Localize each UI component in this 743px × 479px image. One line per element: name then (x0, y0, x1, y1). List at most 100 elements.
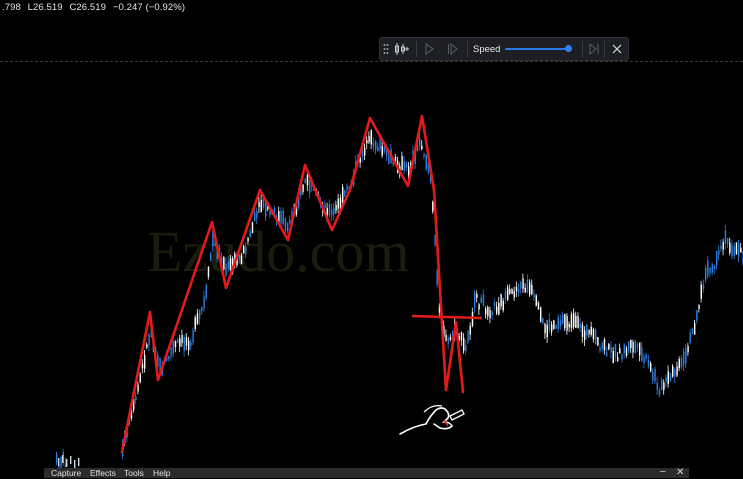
menu-capture[interactable]: Capture (51, 468, 82, 478)
candle-body (661, 379, 663, 390)
candle-body (617, 357, 619, 362)
candle-body (557, 317, 559, 330)
candle-body (236, 255, 238, 266)
window-close-button[interactable]: ✕ (676, 467, 685, 478)
candle-body (339, 197, 342, 210)
candle-body (146, 344, 148, 348)
candle-body (601, 342, 603, 349)
candle-body (584, 330, 586, 341)
candle-body (141, 363, 144, 369)
candle-body (573, 313, 575, 328)
candle-body (707, 260, 709, 276)
close-icon[interactable] (608, 38, 626, 60)
candle-body (460, 332, 463, 341)
candle-body (645, 354, 647, 359)
ohlc-low: L26.519 (27, 2, 63, 13)
candle-body (265, 202, 267, 217)
candle-body (295, 202, 298, 215)
candle-body (249, 231, 251, 238)
menu-effects[interactable]: Effects (90, 468, 116, 478)
candle-body (663, 382, 665, 390)
candle-body (482, 294, 485, 307)
candle-body (247, 237, 249, 242)
candle-body (254, 212, 256, 221)
candle-body (478, 304, 480, 310)
candle-body (78, 458, 80, 466)
candle-body (386, 145, 388, 156)
drag-handle-icon[interactable] (381, 38, 391, 60)
candle-body (130, 409, 133, 419)
candle-body (526, 279, 529, 293)
jump-to-realtime-icon[interactable] (585, 38, 603, 60)
candle-body (194, 317, 196, 330)
candle-body (243, 246, 245, 254)
play-icon[interactable] (420, 38, 438, 60)
candle-body (262, 197, 265, 208)
candle-body (603, 339, 606, 351)
candle-body (621, 353, 623, 360)
candle-body (379, 139, 381, 150)
candle-body (183, 336, 185, 351)
candle-body (522, 278, 524, 289)
candle-body (676, 366, 678, 376)
candle-body (623, 344, 625, 354)
candle-body (502, 300, 504, 311)
candle-body (476, 293, 478, 298)
candle-body (416, 140, 419, 151)
candle-body (188, 340, 190, 351)
candle-body (683, 351, 685, 366)
candle-body (566, 316, 568, 331)
candle-body (414, 151, 416, 164)
minimize-button[interactable]: – (660, 466, 666, 477)
speed-slider[interactable] (505, 48, 568, 50)
candle-body (58, 458, 60, 466)
candle-body (335, 205, 337, 211)
candle-body (612, 351, 614, 364)
candle-body (170, 347, 172, 357)
candle-body (727, 238, 729, 244)
candle-body (403, 160, 405, 171)
candle-body (427, 162, 430, 173)
speed-slider-thumb[interactable] (564, 45, 572, 52)
candle-body (639, 342, 641, 356)
replay-toolbar[interactable]: Speed (379, 37, 629, 61)
candle-body (258, 201, 260, 207)
menu-help[interactable]: Help (153, 468, 171, 478)
candle-body (438, 306, 441, 313)
candle-body (610, 347, 612, 353)
candle-body (196, 312, 199, 324)
candle-body (515, 286, 518, 292)
candle-body (302, 184, 304, 192)
step-forward-icon[interactable] (444, 38, 462, 60)
candle-body (227, 261, 229, 269)
candle-body (304, 179, 306, 184)
candle-body (608, 344, 610, 350)
candle-body (493, 302, 496, 306)
candle-body (135, 396, 137, 400)
candle-body (687, 346, 689, 353)
candle-body (595, 329, 597, 344)
candle-body (614, 344, 617, 358)
candle-body (207, 266, 210, 277)
candle-body (537, 302, 540, 310)
select-bar-icon[interactable] (392, 38, 412, 60)
candle-body (630, 339, 632, 349)
candle-body (216, 247, 218, 260)
candle-body (203, 296, 205, 309)
candle-body (597, 336, 599, 346)
candle-body (372, 142, 375, 147)
candle-body (568, 323, 570, 328)
candle-body (685, 348, 687, 364)
candle-body (590, 326, 592, 335)
candle-body (680, 357, 683, 368)
candle-body (696, 310, 698, 321)
candle-body (298, 193, 300, 208)
candle-body (421, 145, 423, 150)
candle-body (724, 230, 727, 244)
candle-body (656, 382, 658, 391)
candle-body (423, 153, 425, 157)
menu-tools[interactable]: Tools (124, 468, 144, 478)
candle-body (647, 360, 650, 367)
candle-body (201, 307, 203, 311)
